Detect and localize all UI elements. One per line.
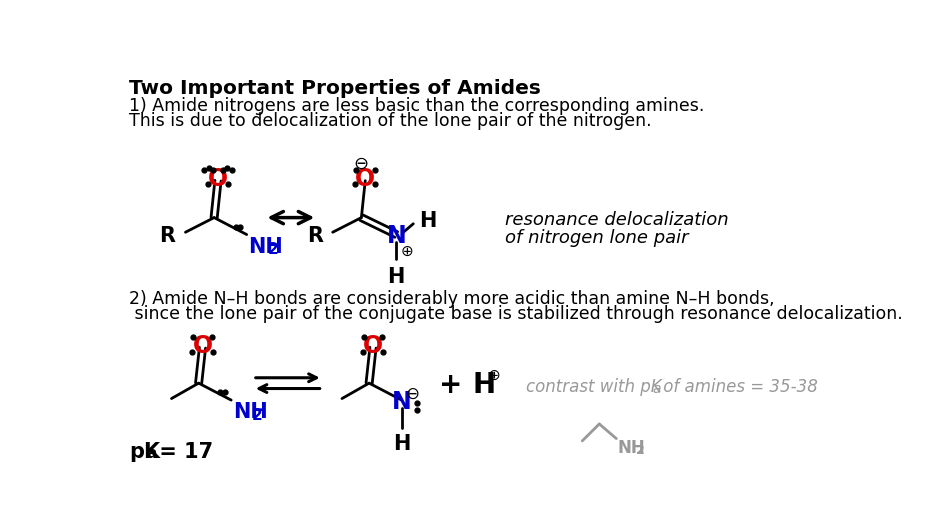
Text: This is due to delocalization of the lone pair of the nitrogen.: This is due to delocalization of the lon…: [129, 112, 652, 130]
Text: N: N: [386, 224, 406, 248]
Text: contrast with pK: contrast with pK: [526, 378, 662, 396]
Text: 2: 2: [252, 408, 263, 423]
Text: H: H: [387, 267, 405, 287]
Text: ⊖: ⊖: [353, 155, 368, 173]
Text: 1) Amide nitrogens are less basic than the corresponding amines.: 1) Amide nitrogens are less basic than t…: [129, 98, 704, 116]
Text: of nitrogen lone pair: of nitrogen lone pair: [505, 229, 688, 247]
Text: ⊕: ⊕: [488, 368, 500, 383]
Text: R: R: [159, 226, 175, 246]
Text: H: H: [393, 434, 410, 454]
Text: ⊕: ⊕: [401, 244, 414, 259]
Text: NH: NH: [249, 237, 283, 257]
Text: O: O: [363, 334, 383, 358]
Text: ⊖: ⊖: [405, 385, 419, 403]
Text: since the lone pair of the conjugate base is stabilized through resonance deloca: since the lone pair of the conjugate bas…: [129, 305, 902, 323]
Text: a: a: [146, 446, 157, 461]
Text: pK: pK: [129, 443, 160, 463]
Text: NH: NH: [233, 402, 267, 422]
Text: 2) Amide N–H bonds are considerably more acidic than amine N–H bonds,: 2) Amide N–H bonds are considerably more…: [129, 290, 775, 308]
Text: +: +: [439, 372, 462, 400]
Text: NH: NH: [617, 439, 645, 457]
Text: H: H: [472, 372, 495, 400]
Text: O: O: [192, 334, 213, 358]
Text: 2: 2: [267, 242, 279, 257]
Text: O: O: [208, 167, 228, 191]
Text: of amines = 35-38: of amines = 35-38: [658, 378, 818, 396]
Text: = 17: = 17: [152, 443, 213, 463]
Text: H: H: [419, 211, 437, 231]
Text: R: R: [307, 226, 323, 246]
Text: Two Important Properties of Amides: Two Important Properties of Amides: [129, 79, 540, 98]
Text: O: O: [356, 167, 375, 191]
Text: 2: 2: [636, 444, 644, 457]
Text: N: N: [392, 390, 412, 413]
Text: a: a: [652, 382, 660, 395]
Text: resonance delocalization: resonance delocalization: [505, 211, 729, 229]
